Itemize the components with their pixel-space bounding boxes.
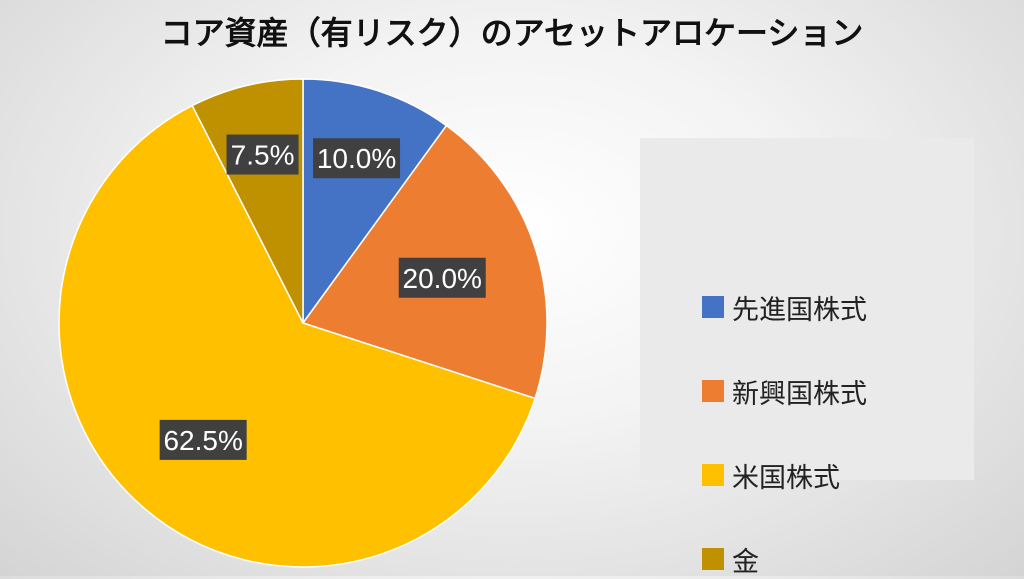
legend-swatch — [702, 464, 724, 486]
data-label: 10.0% — [313, 138, 401, 179]
legend-label: 米国株式 — [732, 462, 840, 494]
data-label-text: 20.0% — [403, 263, 482, 294]
chart-title: コア資産（有リスク）のアセットアロケーション — [160, 14, 864, 52]
data-label-text: 7.5% — [231, 140, 295, 171]
data-label: 62.5% — [159, 419, 247, 460]
legend-item: 先進国株式 — [702, 290, 867, 326]
data-label: 7.5% — [226, 134, 299, 175]
data-label-box — [398, 257, 486, 298]
data-label-box — [313, 138, 401, 179]
data-label-box — [159, 419, 247, 460]
data-label-box — [226, 134, 299, 175]
legend-label: 先進国株式 — [732, 294, 867, 326]
legend-swatch — [702, 380, 724, 402]
legend-item: 新興国株式 — [702, 374, 867, 410]
data-label-text: 62.5% — [163, 425, 242, 456]
legend-label: 新興国株式 — [732, 378, 867, 410]
legend-label: 金 — [732, 546, 759, 578]
legend-swatch — [702, 296, 724, 318]
legend: 先進国株式 新興国株式 米国株式 金 — [640, 138, 974, 578]
data-label: 20.0% — [398, 257, 486, 298]
legend-item: 米国株式 — [702, 458, 840, 494]
data-label-text: 10.0% — [317, 143, 396, 174]
legend-item: 金 — [702, 542, 759, 578]
legend-swatch — [702, 548, 724, 570]
